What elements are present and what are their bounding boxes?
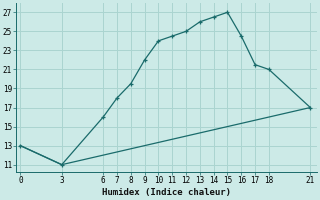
X-axis label: Humidex (Indice chaleur): Humidex (Indice chaleur) bbox=[102, 188, 231, 197]
